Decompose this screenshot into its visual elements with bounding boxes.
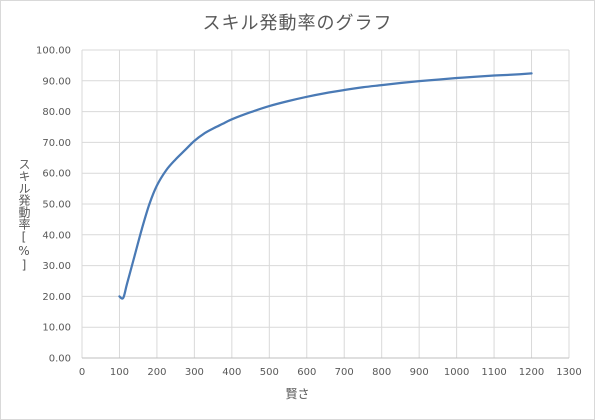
x-tick-label: 1100	[481, 367, 506, 378]
y-tick-label: 70.00	[42, 138, 71, 149]
y-tick-label: 90.00	[42, 76, 71, 87]
y-tick-label: 20.00	[42, 292, 71, 303]
y-tick-label: 0.00	[49, 354, 71, 365]
series-line	[118, 72, 533, 300]
y-tick-label: 60.00	[42, 169, 71, 180]
x-axis-title: 賢さ	[285, 387, 310, 401]
x-tick-label: 200	[147, 367, 166, 378]
x-tick-label: 0	[79, 367, 85, 378]
x-tick-label: 600	[297, 367, 316, 378]
x-tick-label: 1200	[519, 367, 544, 378]
x-tick-label: 800	[372, 367, 391, 378]
x-tick-label: 1300	[556, 367, 581, 378]
y-tick-label: 50.00	[42, 200, 71, 211]
grid-lines	[81, 49, 570, 359]
x-tick-label: 1000	[444, 367, 469, 378]
series-layer	[118, 72, 533, 300]
x-tick-label: 100	[110, 367, 129, 378]
x-tick-label: 900	[410, 367, 429, 378]
y-tick-label: 80.00	[42, 107, 71, 118]
y-axis-title: スキル発動率[%]	[17, 158, 31, 272]
x-tick-label: 400	[222, 367, 241, 378]
tick-labels: 0 100 200 300 400 500 600 700 800 900 1000 1100 1200…	[36, 46, 582, 379]
chart-title: スキル発動率のグラフ	[202, 13, 393, 34]
y-tick-label: 100.00	[36, 46, 71, 57]
y-tick-label: 30.00	[42, 261, 71, 272]
y-tick-label: 10.00	[42, 323, 71, 334]
x-tick-label: 500	[260, 367, 279, 378]
x-tick-label: 300	[185, 367, 204, 378]
x-tick-label: 700	[335, 367, 354, 378]
y-tick-label: 40.00	[42, 230, 71, 241]
